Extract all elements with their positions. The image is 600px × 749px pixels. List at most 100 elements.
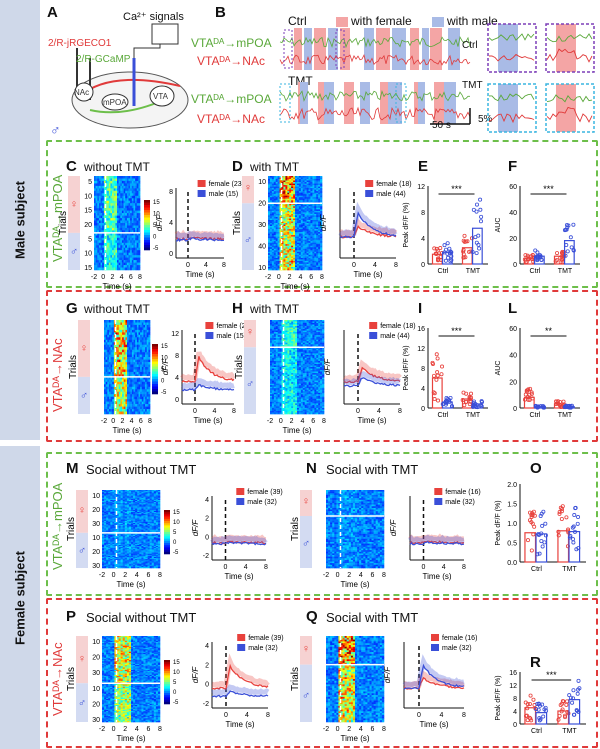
heatmap-cell	[135, 324, 138, 328]
heatmap-cell	[105, 176, 108, 179]
heatmap-cell	[135, 386, 138, 390]
heatmap-cell	[123, 215, 126, 219]
heatmap-cell	[293, 268, 296, 271]
heatmap-cell	[146, 369, 149, 373]
trace-label-nac-ctrl: VTAᴰᴬ→NAc	[197, 54, 265, 68]
heatmap-cell	[277, 192, 280, 195]
heatmap-cell	[140, 404, 143, 407]
heatmap-cell	[130, 188, 133, 192]
colorbar-cell	[144, 210, 150, 213]
heatmap-cell	[128, 220, 131, 224]
heatmap-cell	[131, 235, 134, 239]
heatmap-cell	[268, 189, 271, 192]
legend-female-text: female (18)	[376, 181, 411, 188]
heatmap-cell	[108, 193, 111, 197]
ctrl-male-epoch	[422, 28, 429, 70]
heatmap-cell	[108, 401, 111, 405]
heatmap-cell	[136, 257, 139, 261]
heatmap-cell	[302, 176, 305, 178]
colorbar-cell	[152, 356, 158, 360]
heatmap-cell	[136, 240, 139, 244]
heatmap-cell	[148, 347, 151, 350]
heatmap-cell	[135, 252, 138, 256]
heatmap-cell	[271, 351, 275, 354]
heatmap-cell	[136, 195, 139, 199]
colorbar-tick: 0	[153, 235, 157, 241]
time-tick: 0	[111, 418, 115, 425]
heatmap-cell	[117, 349, 120, 353]
heatmap-cell	[269, 194, 273, 197]
heatmap-cell	[121, 220, 124, 224]
heatmap-cell	[310, 333, 313, 336]
time-tick: 0	[186, 262, 190, 269]
heatmap-cell	[271, 192, 275, 195]
panel-b-label: B	[215, 4, 226, 21]
heatmap-cell	[308, 183, 311, 186]
heatmap-cell	[105, 332, 108, 336]
heatmap-cell	[310, 254, 313, 257]
heatmap-cell	[97, 237, 100, 241]
heatmap-cell	[113, 205, 116, 209]
heatmap-cell	[95, 245, 98, 249]
heatmap-cell	[125, 237, 128, 241]
heatmap-cell	[123, 406, 126, 410]
heatmap-cell	[105, 205, 108, 209]
heatmap-cell	[113, 203, 116, 206]
heatmap-cell	[120, 334, 123, 338]
heatmap-cell	[304, 180, 307, 183]
heatmap-cell	[118, 200, 121, 204]
heatmap-cell	[121, 210, 124, 214]
heatmap-cell	[120, 200, 123, 204]
data-point	[474, 251, 479, 256]
heatmap-cell	[117, 190, 119, 194]
heatmap-cell	[273, 342, 277, 345]
ctrl-female-epoch	[376, 28, 390, 70]
heatmap-cell	[107, 178, 110, 182]
heatmap-cell	[148, 357, 151, 360]
heatmap-cell	[271, 342, 275, 345]
heatmap-cell	[135, 329, 138, 333]
heatmap-cell	[316, 189, 319, 192]
heatmap-cell	[304, 268, 307, 271]
heatmap-cell	[300, 195, 304, 198]
time-tick: 8	[138, 274, 142, 281]
heatmap-cell	[112, 399, 115, 402]
heatmap-cell	[135, 339, 138, 343]
heatmap-cell	[108, 347, 111, 350]
heatmap-cell	[120, 255, 123, 258]
heatmap-cell	[318, 191, 321, 194]
y-tick: 0	[513, 262, 517, 269]
heatmap-cell	[138, 245, 141, 249]
heatmap-cell	[113, 252, 116, 256]
heatmap-cell	[95, 260, 98, 263]
panel-h-label: H	[232, 300, 243, 317]
colorbar-cell	[144, 247, 150, 251]
heatmap-cell	[146, 379, 149, 383]
heatmap-cell	[112, 208, 115, 211]
heatmap-cell	[94, 176, 96, 179]
heatmap-cell	[128, 257, 131, 261]
heatmap-cell	[275, 268, 278, 271]
heatmap-cell	[102, 255, 105, 258]
heatmap-cell	[115, 237, 118, 241]
heatmap-cell	[107, 218, 110, 221]
heatmap-cell	[94, 225, 96, 229]
heatmap-cell	[100, 210, 103, 214]
heatmap-cell	[112, 262, 115, 266]
heatmap-cell	[102, 203, 105, 206]
heatmap-cell	[295, 186, 298, 189]
heatmap-cell	[148, 352, 151, 355]
colorbar-cell	[144, 220, 150, 223]
heatmap-cell	[128, 406, 131, 410]
panel-g-label: G	[66, 300, 78, 317]
heatmap-cell	[146, 349, 149, 353]
heatmap-cell	[138, 247, 141, 251]
heatmap-cell	[131, 176, 134, 179]
heatmap-cell	[131, 386, 134, 390]
heatmap-cell	[105, 260, 108, 263]
heatmap-cell	[123, 180, 126, 184]
heatmap-cell	[289, 185, 292, 187]
heatmap-cell	[320, 245, 323, 248]
heatmap-cell	[112, 332, 115, 336]
heatmap-cell	[146, 394, 149, 397]
